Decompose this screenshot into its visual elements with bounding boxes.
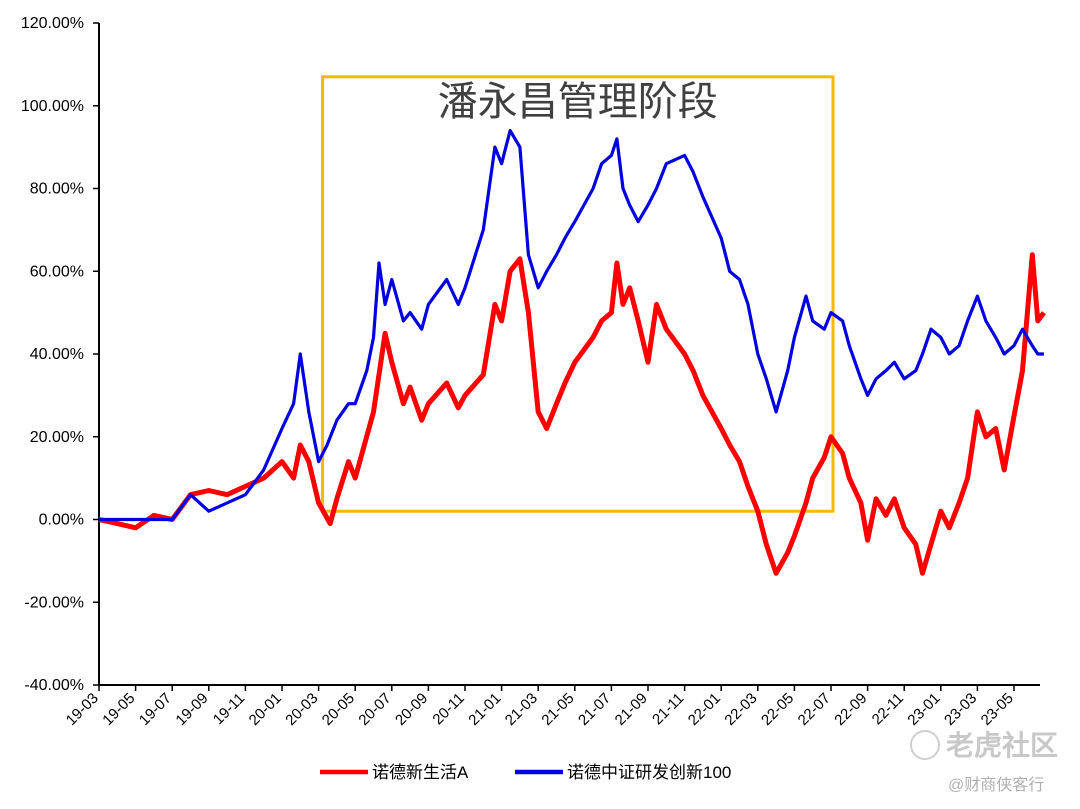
y-tick-label: 40.00%: [30, 346, 84, 363]
x-tick-label: 19-03: [63, 690, 102, 729]
x-tick-label: 23-03: [941, 690, 980, 729]
x-tick-label: 19-05: [99, 690, 138, 729]
x-tick-label: 20-05: [319, 690, 358, 729]
series-lines: [98, 129, 1046, 576]
x-tick-label: 22-01: [685, 690, 724, 729]
annotation-title: 潘永昌管理阶段: [438, 80, 718, 124]
y-tick-label: 80.00%: [30, 181, 84, 198]
x-tick-label: 19-11: [210, 690, 248, 728]
x-tick-label: 20-03: [282, 690, 321, 729]
x-tick-label: 20-07: [355, 690, 394, 729]
y-tick-label: -20.00%: [24, 594, 84, 611]
x-tick-label: 19-09: [172, 690, 211, 729]
x-tick-label: 20-01: [246, 690, 285, 729]
watermark: 老虎社区 @财商侠客行: [910, 730, 1058, 794]
x-tick-label: 22-05: [758, 690, 797, 729]
watermark-sub-text: @财商侠客行: [948, 776, 1044, 794]
x-tick-label: 19-07: [136, 690, 175, 729]
legend-label: 诺德中证研发创新100: [567, 763, 731, 782]
legend-label: 诺德新生活A: [372, 763, 469, 782]
series-line-1: [98, 252, 1046, 576]
y-tick-label: 20.00%: [30, 429, 84, 446]
x-tick-label: 22-07: [795, 690, 834, 729]
x-tick-label: 20-09: [392, 690, 431, 729]
x-tick-label: 21-05: [538, 690, 577, 729]
series-line-2: [99, 129, 1044, 522]
watermark-main-text: 老虎社区: [946, 730, 1058, 761]
x-tick-label: 21-07: [575, 690, 614, 729]
y-tick-label: -40.00%: [24, 677, 84, 694]
x-tick-label: 23-05: [978, 690, 1017, 729]
x-tick-label: 22-09: [831, 690, 870, 729]
watermark-logo-icon: [910, 730, 940, 760]
x-tick-label: 23-01: [904, 690, 943, 729]
x-tick-label: 21-03: [502, 690, 541, 729]
x-tick-label: 21-11: [649, 690, 687, 728]
annotation-box: [321, 75, 835, 513]
x-tick-label: 22-11: [869, 690, 907, 728]
annotation: 潘永昌管理阶段: [321, 75, 835, 513]
x-tick-label: 20-11: [429, 690, 467, 728]
x-tick-label: 22-03: [721, 690, 760, 729]
x-tick-label: 21-09: [612, 690, 651, 729]
x-tick-label: 21-01: [465, 690, 504, 729]
legend: 诺德新生活A 诺德中证研发创新100: [320, 763, 731, 782]
y-tick-label: 100.00%: [21, 98, 84, 115]
y-tick-label: 60.00%: [30, 263, 84, 280]
y-tick-label: 120.00%: [21, 15, 84, 32]
y-tick-label: 0.00%: [39, 512, 84, 529]
